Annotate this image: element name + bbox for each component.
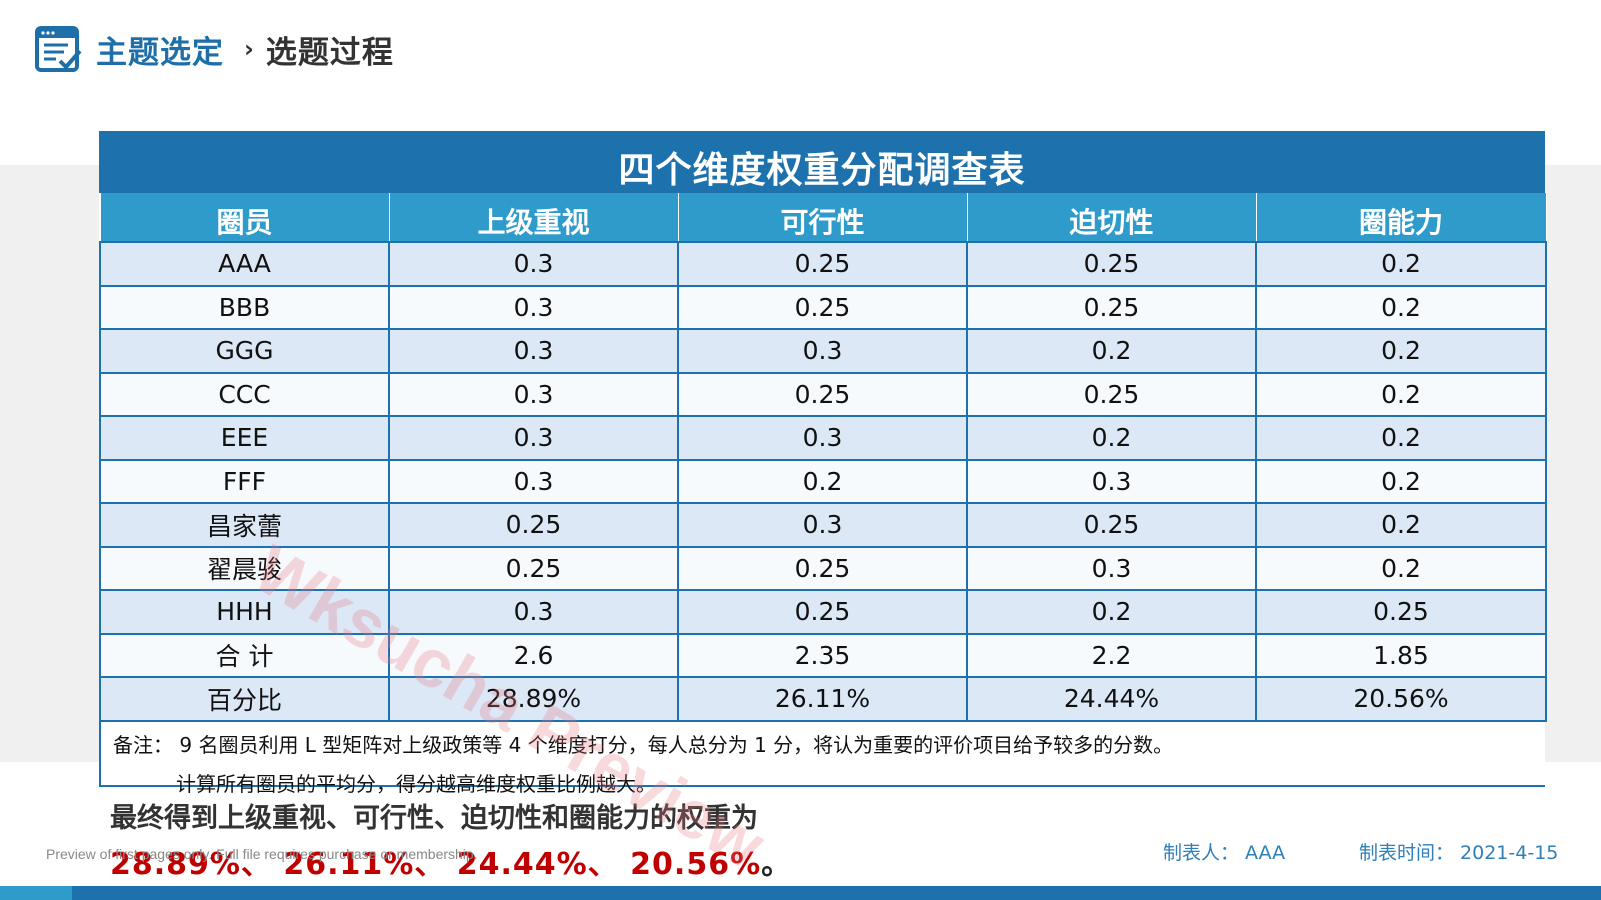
table-row: 昌家蕾 0.25 0.3 0.25 0.2	[99, 502, 1547, 548]
table-row: BBB 0.3 0.25 0.25 0.2	[99, 284, 1547, 330]
value-cell: 0.3	[388, 371, 679, 417]
table-row: HHH 0.3 0.25 0.2 0.25	[99, 589, 1547, 635]
table-row: 百分比 28.89% 26.11% 24.44% 20.56%	[99, 676, 1547, 722]
value-cell: 0.2	[966, 415, 1257, 461]
row-label-cell: 合 计	[99, 632, 390, 678]
value-cell: 0.3	[388, 458, 679, 504]
value-cell: 0.3	[388, 241, 679, 287]
remark-line-1: 备注： 9 名圈员利用 L 型矩阵对上级政策等 4 个维度打分，每人总分为 1 …	[113, 733, 1174, 757]
remark-note: 备注： 9 名圈员利用 L 型矩阵对上级政策等 4 个维度打分，每人总分为 1 …	[99, 719, 1545, 796]
value-cell: 0.3	[388, 284, 679, 330]
row-label-cell: AAA	[99, 241, 390, 287]
column-header-urgency: 迫切性	[966, 193, 1257, 242]
value-cell: 0.25	[966, 502, 1257, 548]
row-label-cell: HHH	[99, 589, 390, 635]
conclusion-end: 。	[761, 847, 793, 882]
table-row: 翟晨骏 0.25 0.25 0.3 0.2	[99, 545, 1547, 591]
value-cell: 0.2	[1255, 284, 1547, 330]
value-cell: 0.3	[966, 545, 1257, 591]
value-cell: 0.3	[677, 415, 968, 461]
table-row: AAA 0.3 0.25 0.25 0.2	[99, 241, 1547, 287]
value-cell: 0.25	[388, 545, 679, 591]
table-row: GGG 0.3 0.3 0.2 0.2	[99, 328, 1547, 374]
section-title: 主题选定	[96, 34, 224, 71]
value-cell: 2.2	[966, 632, 1257, 678]
row-label-cell: EEE	[99, 415, 390, 461]
conclusion-values: 28.89%、 26.11%、 24.44%、 20.56%	[110, 847, 762, 882]
value-cell: 0.3	[388, 589, 679, 635]
value-cell: 0.3	[388, 415, 679, 461]
table-maker: 制表人： AAA	[1163, 842, 1286, 864]
column-header-capability: 圈能力	[1255, 193, 1547, 242]
value-cell: 0.2	[966, 589, 1257, 635]
row-label-cell: 翟晨骏	[99, 545, 390, 591]
column-header-member: 圈员	[99, 193, 390, 242]
value-cell: 0.2	[1255, 458, 1547, 504]
row-label-cell: FFF	[99, 458, 390, 504]
row-label-cell: 百分比	[99, 676, 390, 722]
row-label-cell: BBB	[99, 284, 390, 330]
table-row: CCC 0.3 0.25 0.25 0.2	[99, 371, 1547, 417]
value-cell: 28.89%	[388, 676, 679, 722]
table-date: 制表时间： 2021-4-15	[1359, 842, 1559, 864]
value-cell: 24.44%	[966, 676, 1257, 722]
value-cell: 0.25	[677, 371, 968, 417]
document-check-icon	[35, 26, 82, 72]
value-cell: 0.25	[966, 284, 1257, 330]
column-header-feasibility: 可行性	[677, 193, 968, 242]
value-cell: 0.2	[966, 328, 1257, 374]
value-cell: 0.3	[388, 328, 679, 374]
value-cell: 0.25	[388, 502, 679, 548]
remark-line-2: 计算所有圈员的平均分，得分越高维度权重比例越大。	[176, 772, 656, 796]
value-cell: 1.85	[1255, 632, 1547, 678]
value-cell: 26.11%	[677, 676, 968, 722]
conclusion: 最终得到上级重视、可行性、迫切性和圈能力的权重为 28.89%、 26.11%、…	[110, 796, 792, 883]
table-title: 四个维度权重分配调查表	[99, 131, 1545, 193]
value-cell: 0.3	[966, 458, 1257, 504]
preview-note: Preview of first pages only. Full file r…	[46, 846, 478, 862]
value-cell: 0.2	[1255, 415, 1547, 461]
page-header: 主题选定 › 选题过程	[34, 24, 394, 74]
value-cell: 0.2	[1255, 502, 1547, 548]
value-cell: 0.2	[677, 458, 968, 504]
table-row: 合 计 2.6 2.35 2.2 1.85	[99, 632, 1547, 678]
bottom-bar	[0, 886, 1601, 900]
value-cell: 2.35	[677, 632, 968, 678]
survey-panel: 四个维度权重分配调查表 圈员 上级重视 可行性 迫切性 圈能力 AAA 0.3 0.…	[99, 131, 1547, 796]
subsection-title: 选题过程	[265, 34, 394, 71]
value-cell: 0.25	[1255, 589, 1547, 635]
value-cell: 0.2	[1255, 328, 1547, 374]
column-header-leadership: 上级重视	[388, 193, 679, 242]
value-cell: 0.2	[1255, 371, 1547, 417]
value-cell: 0.2	[1255, 545, 1547, 591]
conclusion-text: 最终得到上级重视、可行性、迫切性和圈能力的权重为	[110, 803, 758, 834]
value-cell: 20.56%	[1255, 676, 1547, 722]
conclusion-values-line: 28.89%、 26.11%、 24.44%、 20.56%。	[110, 839, 792, 883]
weight-table: 圈员 上级重视 可行性 迫切性 圈能力 AAA 0.3 0.25 0.25 0.2 BBB…	[99, 193, 1547, 722]
value-cell: 0.25	[677, 284, 968, 330]
value-cell: 0.2	[1255, 241, 1547, 287]
value-cell: 0.25	[677, 241, 968, 287]
value-cell: 0.25	[966, 241, 1257, 287]
row-label-cell: 昌家蕾	[99, 502, 390, 548]
value-cell: 0.3	[677, 502, 968, 548]
value-cell: 0.25	[677, 545, 968, 591]
table-row: FFF 0.3 0.2 0.3 0.2	[99, 458, 1547, 504]
chevron-right-icon: ›	[244, 35, 254, 63]
value-cell: 0.25	[677, 589, 968, 635]
table-row: EEE 0.3 0.3 0.2 0.2	[99, 415, 1547, 461]
table-header-row: 圈员 上级重视 可行性 迫切性 圈能力	[99, 193, 1547, 242]
value-cell: 0.3	[677, 328, 968, 374]
bottom-bar-accent	[0, 886, 72, 900]
row-label-cell: GGG	[99, 328, 390, 374]
row-label-cell: CCC	[99, 371, 390, 417]
value-cell: 2.6	[388, 632, 679, 678]
value-cell: 0.25	[966, 371, 1257, 417]
